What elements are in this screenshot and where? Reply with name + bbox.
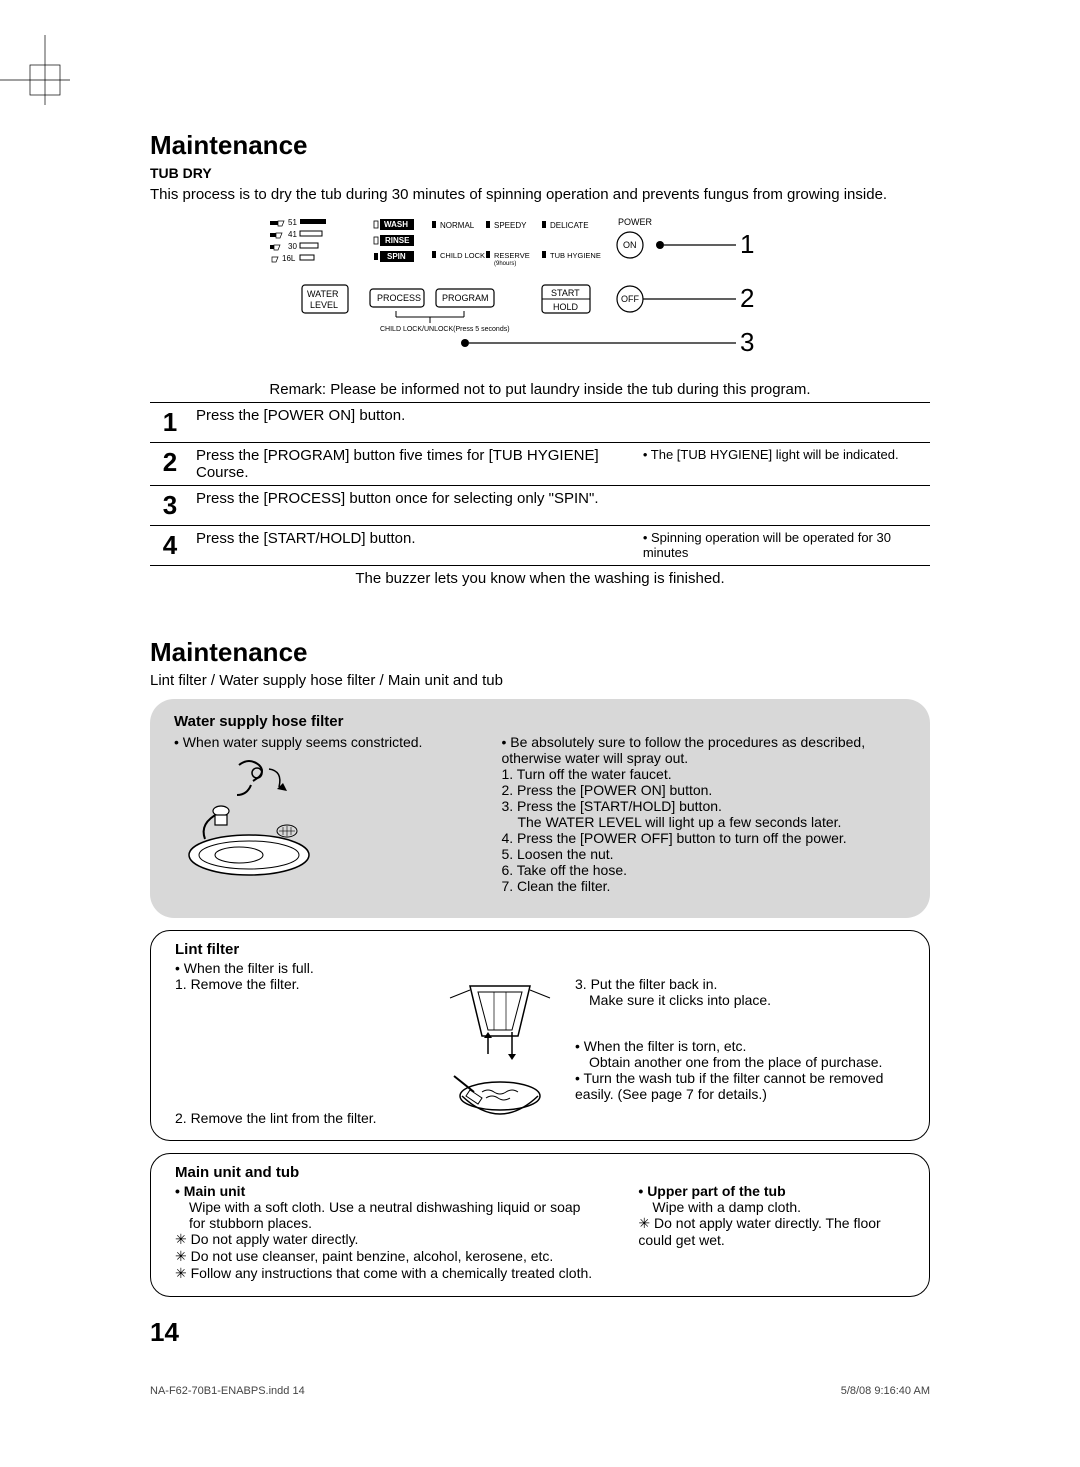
svg-text:30: 30 [288, 242, 297, 251]
upper-tub-line1: Wipe with a damp cloth. [638, 1199, 905, 1215]
step-note: • The [TUB HYGIENE] light will be indica… [637, 443, 930, 486]
step-number: 4 [150, 526, 190, 566]
svg-text:SPEEDY: SPEEDY [494, 221, 527, 230]
tub-dry-intro: This process is to dry the tub during 30… [150, 185, 930, 205]
svg-text:WASH: WASH [384, 220, 408, 229]
lint-step2: 2. Remove the lint from the filter. [175, 1110, 425, 1126]
main-unit-line3: Do not use cleanser, paint benzine, alco… [175, 1248, 598, 1265]
steps-table: 1 Press the [POWER ON] button. 2 Press t… [150, 402, 930, 566]
page-footer: NA-F62-70B1-ENABPS.indd 14 5/8/08 9:16:4… [150, 1385, 930, 1397]
section2-sub: Lint filter / Water supply hose filter /… [150, 672, 930, 689]
step-text: Press the [PROCESS] button once for sele… [190, 486, 637, 526]
svg-text:HOLD: HOLD [553, 302, 579, 312]
buzzer-note: The buzzer lets you know when the washin… [150, 570, 930, 587]
water-right-bullet: Be absolutely sure to follow the procedu… [501, 734, 906, 766]
svg-text:RINSE: RINSE [385, 236, 410, 245]
water-list: 1. Turn off the water faucet. 2. Press t… [501, 766, 906, 894]
lint-step1: 1. Remove the filter. [175, 976, 425, 992]
svg-text:LEVEL: LEVEL [310, 300, 338, 310]
water-list-extra: The WATER LEVEL will light up a few seco… [501, 814, 906, 830]
lint-step3: 3. Put the filter back in. Make sure it … [575, 976, 905, 1008]
maintenance-heading-2: Maintenance [150, 637, 930, 668]
crop-marks [0, 35, 90, 125]
svg-text:PROCESS: PROCESS [377, 293, 421, 303]
table-row: 2 Press the [PROGRAM] button five times … [150, 443, 930, 486]
section2: Maintenance Lint filter / Water supply h… [150, 637, 930, 1297]
control-panel-diagram: 51 41 30 16L WASH RINSE SPIN N [260, 215, 820, 375]
svg-text:51: 51 [288, 218, 297, 227]
svg-text:WATER: WATER [307, 289, 339, 299]
svg-text:16L: 16L [282, 254, 296, 263]
step-note [637, 486, 930, 526]
table-row: 3 Press the [PROCESS] button once for se… [150, 486, 930, 526]
upper-tub-sub: Upper part of the tub [638, 1183, 905, 1199]
main-unit-tub-title: Main unit and tub [175, 1164, 905, 1181]
page-number: 14 [150, 1317, 930, 1348]
svg-text:(9hours): (9hours) [494, 261, 516, 267]
maintenance-heading-1: Maintenance [150, 130, 930, 161]
page-content: Maintenance TUB DRY This process is to d… [0, 0, 1080, 1408]
step-number: 1 [150, 403, 190, 443]
lint-right2: When the filter is torn, etc. Obtain ano… [575, 1038, 905, 1102]
svg-text:RESERVE: RESERVE [494, 251, 530, 260]
tub-dry-subhead: TUB DRY [150, 165, 930, 181]
step-note [637, 403, 930, 443]
main-unit-tub-box: Main unit and tub Main unit Wipe with a … [150, 1153, 930, 1297]
table-row: 1 Press the [POWER ON] button. [150, 403, 930, 443]
svg-text:DELICATE: DELICATE [550, 221, 589, 230]
hose-filter-illustration [174, 750, 354, 900]
lint-filter-illustration [435, 976, 565, 1126]
svg-text:CHILD LOCK: CHILD LOCK [440, 251, 485, 260]
svg-text:NORMAL: NORMAL [440, 221, 475, 230]
svg-text:SPIN: SPIN [387, 252, 406, 261]
footer-filename: NA-F62-70B1-ENABPS.indd 14 [150, 1385, 305, 1397]
svg-text:CHILD LOCK/UNLOCK(Press 5 seco: CHILD LOCK/UNLOCK(Press 5 seconds) [380, 326, 510, 333]
step-text: Press the [POWER ON] button. [190, 403, 637, 443]
table-row: 4 Press the [START/HOLD] button. • Spinn… [150, 526, 930, 566]
water-supply-title: Water supply hose filter [174, 713, 906, 730]
svg-text:1: 1 [740, 229, 754, 259]
svg-text:3: 3 [740, 327, 754, 357]
svg-text:41: 41 [288, 230, 297, 239]
lint-top-bullet: When the filter is full. [175, 960, 905, 976]
upper-tub-line2: Do not apply water directly. The floor c… [638, 1215, 905, 1248]
water-left-bullet: When water supply seems constricted. [174, 734, 481, 750]
step-note: • Spinning operation will be operated fo… [637, 526, 930, 566]
svg-text:OFF: OFF [621, 294, 639, 304]
step-text: Press the [START/HOLD] button. [190, 526, 637, 566]
svg-text:START: START [551, 288, 580, 298]
svg-text:ON: ON [623, 240, 637, 250]
svg-text:2: 2 [740, 283, 754, 313]
main-unit-line4: Follow any instructions that come with a… [175, 1265, 598, 1282]
svg-text:TUB HYGIENE: TUB HYGIENE [550, 251, 601, 260]
step-number: 2 [150, 443, 190, 486]
tub-dry-remark: Remark: Please be informed not to put la… [150, 381, 930, 398]
main-unit-line2: Do not apply water directly. [175, 1231, 598, 1248]
svg-text:POWER: POWER [618, 217, 653, 227]
water-supply-box: Water supply hose filter When water supp… [150, 699, 930, 918]
step-number: 3 [150, 486, 190, 526]
svg-text:PROGRAM: PROGRAM [442, 293, 489, 303]
lint-filter-box: Lint filter When the filter is full. 1. … [150, 930, 930, 1141]
footer-timestamp: 5/8/08 9:16:40 AM [841, 1385, 930, 1397]
main-unit-sub: Main unit [175, 1183, 598, 1199]
lint-filter-title: Lint filter [175, 941, 905, 958]
main-unit-line1: Wipe with a soft cloth. Use a neutral di… [175, 1199, 598, 1231]
step-text: Press the [PROGRAM] button five times fo… [190, 443, 637, 486]
